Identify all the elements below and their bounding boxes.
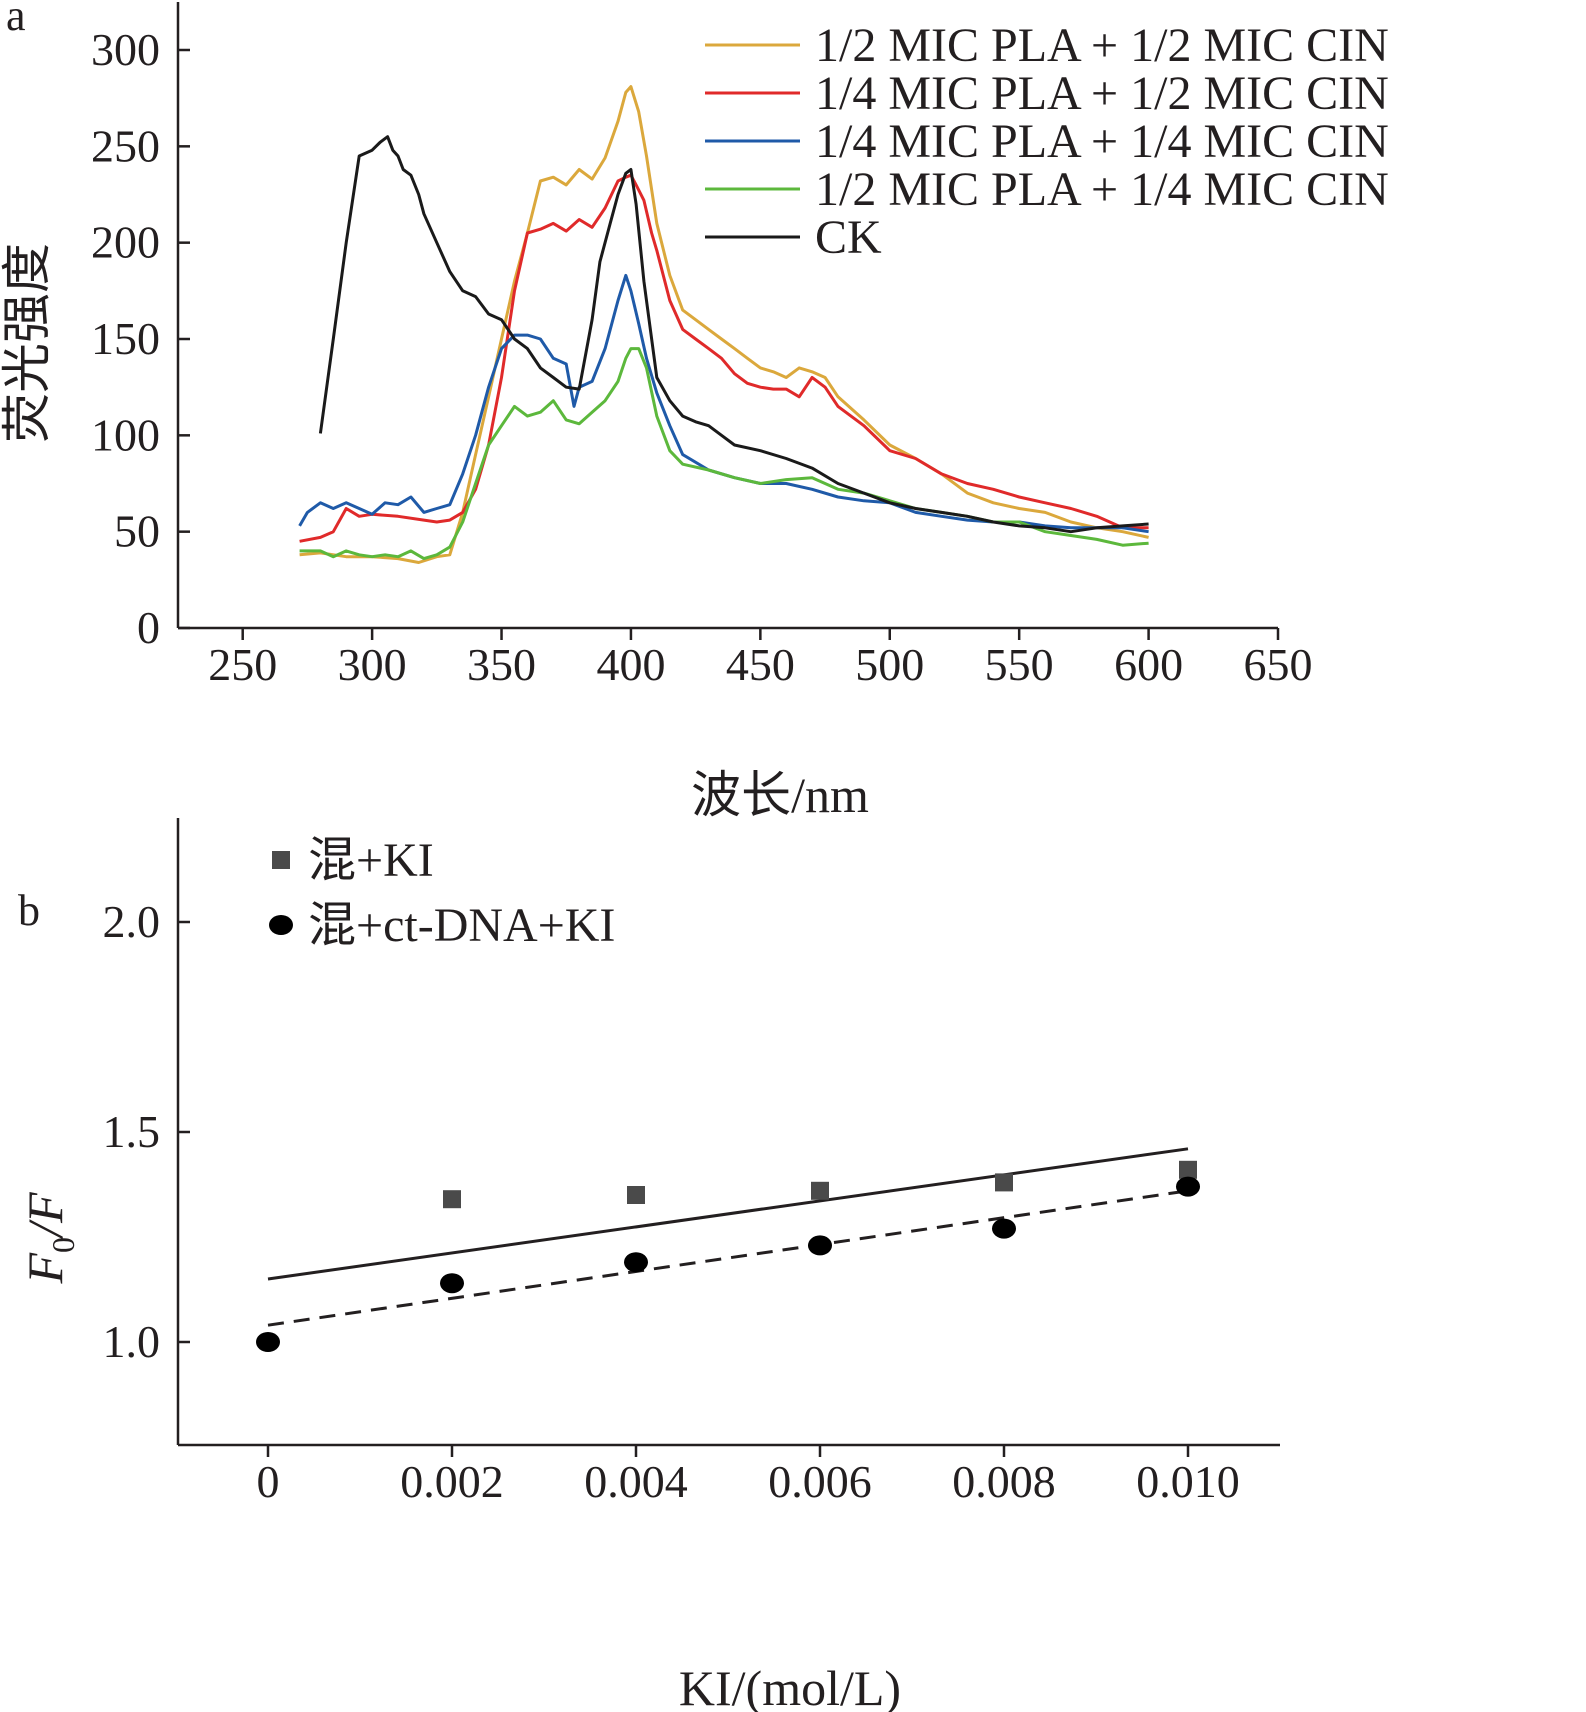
- panel-b-square-point: [811, 1181, 829, 1200]
- panel-b-x-tick-label: 0: [257, 1456, 280, 1507]
- panel-a-legend-label: 1/4 MIC PLA + 1/4 MIC CIN: [815, 115, 1389, 168]
- panel-b-x-tick-label: 0.010: [1136, 1456, 1240, 1507]
- panel-b-legend-square-marker: [272, 851, 290, 869]
- panel-a-legend-label: 1/2 MIC PLA + 1/4 MIC CIN: [815, 163, 1389, 216]
- panel-a-y-tick-label: 300: [91, 24, 160, 75]
- panel-b-y-tick-label: 1.0: [103, 1316, 161, 1367]
- panel-b-circle-point: [992, 1218, 1016, 1239]
- panel-b-y-axis-title-sub: 0: [45, 1237, 81, 1253]
- panel-b-x-tick-label: 0.006: [768, 1456, 872, 1507]
- panel-a-x-tick-label: 500: [855, 639, 924, 690]
- panel-b-legend-label: 混+KI: [308, 834, 434, 887]
- panel-a-legend-label: 1/4 MIC PLA + 1/2 MIC CIN: [815, 67, 1389, 120]
- panel-b-x-axis-title: KI/(mol/L): [679, 1660, 901, 1712]
- panel-a-legend-label: CK: [815, 211, 882, 264]
- panel-a-legend-label: 1/2 MIC PLA + 1/2 MIC CIN: [815, 19, 1389, 72]
- panel-a-x-tick-label: 300: [338, 639, 407, 690]
- panel-a-x-tick-label: 450: [726, 639, 795, 690]
- panel-a-fluorescence-chart: a 250 300 350 400 450 500 550 600 650 0 50 100 150 20…: [0, 0, 1389, 823]
- panel-a-series-line: [299, 173, 1149, 543]
- panel-b-data-points: [256, 1160, 1200, 1352]
- panel-a-y-tick-label: 50: [114, 506, 160, 557]
- panel-a-x-tick-label: 400: [596, 639, 665, 690]
- panel-a-x-tick-label: 550: [985, 639, 1054, 690]
- panel-a-x-axis-title: 波长/nm: [691, 767, 869, 823]
- panel-a-x-tick-label: 250: [208, 639, 277, 690]
- panel-a-y-tick-label: 250: [91, 120, 160, 171]
- panel-b-circle-point: [624, 1252, 648, 1273]
- panel-b-x-tick-label: 0.004: [584, 1456, 688, 1507]
- panel-label-a: a: [6, 0, 26, 40]
- panel-b-y-axis-title: F0/F: [17, 1192, 81, 1284]
- panel-b-y-axis-title-tail: /F: [17, 1192, 73, 1240]
- panel-b-circle-point: [808, 1235, 832, 1256]
- panel-b-square-point: [627, 1186, 645, 1204]
- panel-b-square-point: [443, 1190, 461, 1209]
- panel-a-x-tick-label: 600: [1114, 639, 1183, 690]
- panel-b-legend-label: 混+ct-DNA+KI: [308, 899, 615, 952]
- panel-b-legend: 混+KI 混+ct-DNA+KI: [269, 834, 615, 952]
- panel-b-fit-lines: [267, 1147, 1189, 1327]
- panel-b-y-tick-label: 1.5: [103, 1106, 161, 1157]
- panel-b-legend-circle-marker: [269, 915, 293, 935]
- panel-a-axes: 250 300 350 400 450 500 550 600 650 0 50 100 150 200 2…: [91, 2, 1313, 690]
- panel-b-x-tick-label: 0.008: [952, 1456, 1056, 1507]
- panel-a-x-tick-label: 650: [1244, 639, 1313, 690]
- panel-a-y-tick-label: 200: [91, 217, 160, 268]
- panel-b-circle-point: [1176, 1176, 1200, 1197]
- panel-a-y-tick-label: 0: [137, 602, 160, 653]
- panel-label-b: b: [18, 886, 40, 935]
- panel-b-quenching-chart: b 0 0.002 0.004 0.006 0.008 0.010 1.0 1.5 2.0 混+…: [17, 818, 1280, 1712]
- panel-b-y-tick-label: 2.0: [103, 896, 161, 947]
- panel-b-fit-line-solid: [267, 1147, 1189, 1281]
- panel-b-circle-point: [256, 1332, 280, 1352]
- panel-a-y-axis-title: 荧光强度: [0, 243, 55, 443]
- panel-b-circle-point: [440, 1273, 464, 1294]
- panel-a-y-tick-label: 100: [91, 409, 160, 460]
- panel-a-series-lines: [298, 85, 1149, 564]
- panel-b-square-point: [1179, 1160, 1197, 1179]
- panel-b-square-point: [995, 1173, 1013, 1192]
- panel-a-y-tick-label: 150: [91, 313, 160, 364]
- panel-b-x-tick-label: 0.002: [400, 1456, 504, 1507]
- panel-b-axes: 0 0.002 0.004 0.006 0.008 0.010 1.0 1.5 2.0: [103, 818, 1280, 1507]
- panel-a-series-line: [298, 273, 1149, 534]
- panel-a-series-line: [318, 135, 1149, 534]
- panel-b-y-axis-title-main: F: [17, 1252, 73, 1284]
- panel-a-x-tick-label: 350: [467, 639, 536, 690]
